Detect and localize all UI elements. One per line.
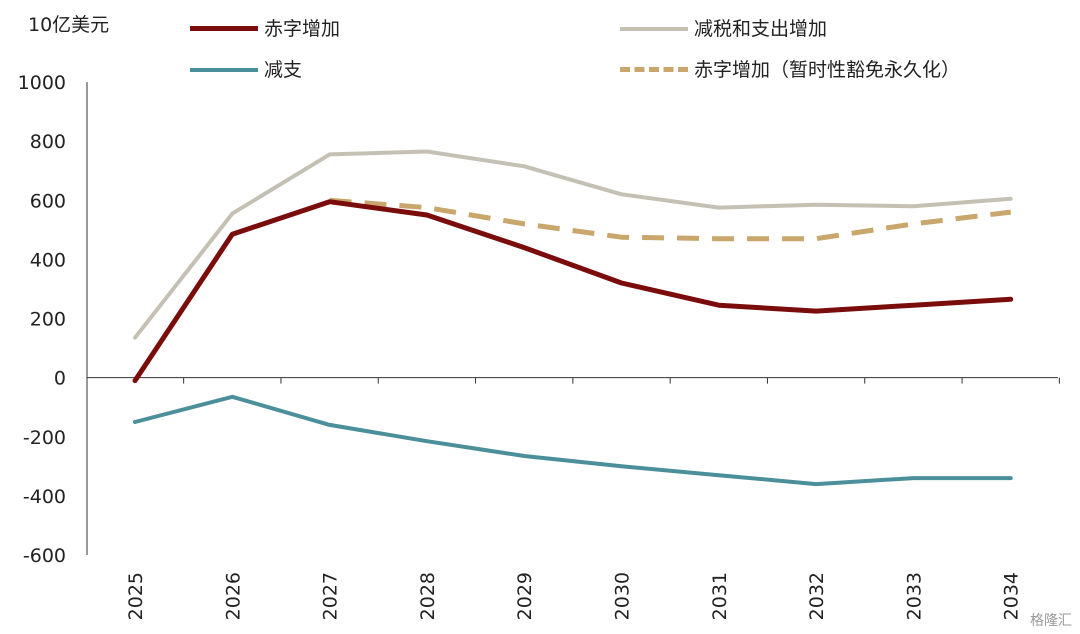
x-tick-label: 2029 [514, 572, 536, 620]
x-tick-label: 2025 [125, 572, 147, 620]
y-tick-label: 800 [30, 131, 66, 153]
y-tick-label: 600 [30, 190, 66, 212]
x-tick-label: 2027 [320, 572, 342, 620]
legend-label-tax-spend: 减税和支出增加 [694, 18, 828, 40]
x-tick-label: 2030 [612, 572, 634, 620]
series-line-1 [133, 149, 1013, 340]
y-tick-label: 1000 [18, 72, 66, 94]
legend-swatch-tax-spend [620, 27, 688, 31]
y-tick-label: 400 [30, 249, 66, 271]
x-tick-label: 2032 [806, 572, 828, 620]
legend-swatch-deficit-permanent [620, 67, 688, 72]
legend-label-spending-cut: 减支 [264, 59, 303, 81]
y-tick-label: -600 [23, 545, 66, 567]
y-tick-label: 0 [54, 368, 66, 390]
legend-label-deficit: 赤字增加 [264, 18, 341, 40]
series-line-3 [329, 197, 1012, 242]
watermark: 格隆汇 [1030, 613, 1072, 629]
series-line-0 [132, 199, 1014, 384]
x-tick-label: 2033 [903, 572, 925, 620]
y-tick-label: -400 [23, 486, 66, 508]
x-tick-label: 2031 [709, 572, 731, 620]
x-tick-label: 2026 [222, 572, 244, 620]
legend-swatch-deficit [190, 26, 258, 31]
legend-swatch-spending-cut [190, 68, 258, 72]
x-tick-label: 2034 [1001, 572, 1023, 620]
y-tick-label: -200 [23, 427, 66, 449]
chart-unit-label: 10亿美元 [28, 14, 110, 36]
legend-label-deficit-permanent: 赤字增加（暂时性豁免永久化） [694, 59, 961, 81]
series-line-2 [133, 394, 1013, 487]
y-tick-label: 200 [30, 309, 66, 331]
x-tick-label: 2028 [417, 572, 439, 620]
